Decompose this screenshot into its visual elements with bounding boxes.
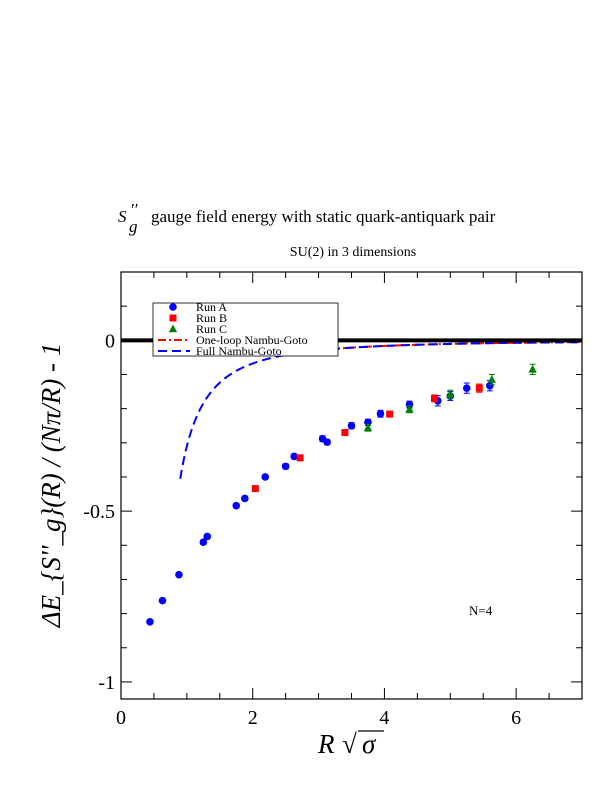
- legend-marker: [168, 324, 178, 333]
- run-c-point: [405, 404, 414, 413]
- run-b-point: [430, 394, 438, 402]
- title-text: gauge field energy with static quark-ant…: [151, 207, 496, 226]
- y-tick-label: -1: [98, 672, 115, 694]
- legend-label: One-loop Nambu-Goto: [196, 333, 308, 347]
- data-points: [146, 363, 537, 626]
- run-b-point: [296, 454, 304, 462]
- y-tick-labels: 0 -0.5 -1: [83, 330, 115, 694]
- x-tick-label: 0: [116, 707, 126, 729]
- run-a-point: [261, 473, 270, 481]
- run-a-point: [146, 617, 154, 626]
- y-axis-label: ΔE_{S''_g}(R) / (Nπ/R) - 1: [36, 343, 66, 628]
- y-tick-label: 0: [105, 330, 115, 352]
- full-nambu-goto-curve: [179, 341, 583, 479]
- x-tick-label: 4: [379, 707, 389, 729]
- legend-box: [152, 302, 339, 357]
- x-axis-label-main: R: [317, 729, 335, 759]
- annotation-n: N=4: [469, 603, 493, 618]
- x-tick-label: 2: [248, 707, 258, 729]
- legend-label: Full Nambu-Goto: [196, 344, 282, 358]
- chart-subtitle: SU(2) in 3 dimensions: [290, 245, 416, 260]
- x-axis-label-sqrt: √: [342, 729, 357, 759]
- run-a-point: [462, 384, 471, 392]
- run-a-point: [241, 494, 249, 503]
- run-b-point: [475, 384, 483, 392]
- run-a-point: [199, 538, 208, 547]
- run-a-point: [175, 570, 183, 579]
- run-a-point: [232, 501, 241, 510]
- legend-marker: [169, 303, 177, 311]
- run-a-point: [376, 409, 385, 418]
- run-c-point: [528, 364, 537, 373]
- run-a-point: [323, 438, 331, 446]
- x-axis-label: R √ σ: [317, 729, 384, 759]
- run-b-point: [341, 429, 349, 437]
- legend-label: Run A: [196, 300, 227, 314]
- run-c-point: [446, 389, 455, 398]
- legend-marker: [169, 314, 177, 322]
- run-a-point: [405, 400, 414, 409]
- run-c-point: [487, 375, 496, 383]
- legend: Run A Run B Run C One-loop Nambu-Goto Fu…: [152, 300, 339, 358]
- legend-label: Run B: [196, 311, 227, 325]
- run-b-point: [386, 410, 394, 418]
- run-a-point: [281, 462, 290, 471]
- run-a-point: [203, 532, 212, 541]
- x-axis-label-sigma: σ: [362, 729, 377, 759]
- chart-title: S ′′ g gauge field energy with static qu…: [118, 200, 496, 236]
- title-symbol-sub: g: [129, 217, 138, 236]
- x-tick-label: 6: [511, 707, 521, 729]
- axis-ticks: [120, 271, 583, 699]
- legend-symbols: [158, 303, 190, 352]
- run-a-point: [486, 381, 494, 390]
- run-a-point: [347, 421, 356, 430]
- title-symbol: S: [118, 207, 127, 226]
- x-tick-labels: 0 2 4 6: [116, 707, 521, 729]
- run-b-point: [251, 485, 259, 493]
- run-c-point: [363, 423, 373, 432]
- y-tick-label: -0.5: [83, 501, 115, 523]
- run-a-point: [158, 596, 167, 605]
- run-a-point: [290, 452, 299, 461]
- title-symbol-prime: ′′: [130, 200, 138, 219]
- legend-label: Run C: [196, 322, 227, 336]
